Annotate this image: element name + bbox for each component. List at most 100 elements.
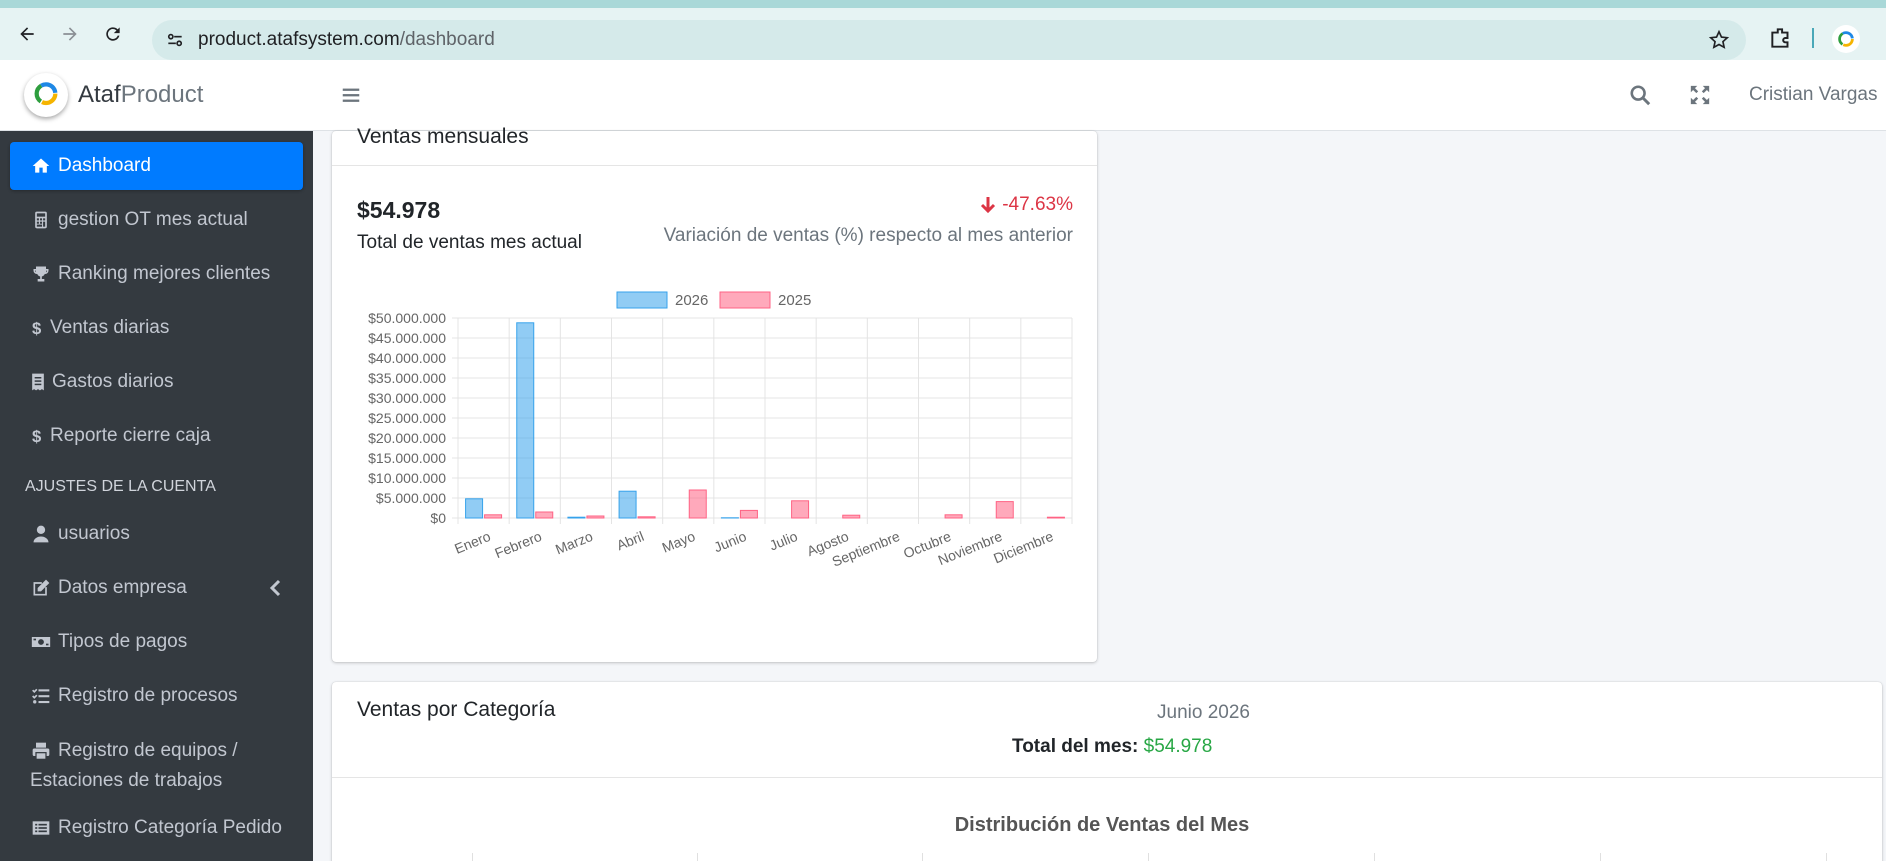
y-tick-label: $30.000.000 (368, 390, 446, 406)
sidebar-item-gestion-ot[interactable]: gestion OT mes actual (10, 196, 303, 244)
legend-label-2025: 2025 (778, 292, 811, 309)
edit-icon (30, 577, 52, 599)
money-icon (30, 631, 52, 653)
sidebar: AtafProduct Dashboard gestion OT mes act… (0, 60, 313, 861)
sidebar-item-label: gestion OT mes actual (58, 209, 248, 230)
bar-2025-julio (791, 500, 810, 519)
sidebar-item-registro-procesos[interactable]: Registro de procesos (10, 672, 303, 720)
y-tick-label: $20.000.000 (368, 430, 446, 446)
user-icon (30, 523, 52, 545)
sidebar-item-tipos-pagos[interactable]: Tipos de pagos (10, 618, 303, 666)
bar-2025-enero (484, 514, 503, 519)
bar-2026-marzo (567, 516, 586, 519)
chart-gridline (1374, 853, 1375, 861)
top-navbar: Cristian Vargas (313, 60, 1886, 131)
y-tick-label: $40.000.000 (368, 350, 446, 366)
url-path: /dashboard (399, 29, 495, 50)
sidebar-item-label: Registro Categoría Pedido (58, 817, 282, 838)
sidebar-item-label: usuarios (58, 523, 130, 544)
x-tick-label: Abril (614, 528, 646, 553)
total-sales-label: Total de ventas mes actual (357, 232, 582, 253)
sidebar-menu: Dashboard gestion OT mes actual Ranking … (0, 131, 313, 852)
tasks-icon (30, 685, 52, 707)
bar-2025-agosto (842, 514, 861, 519)
period-label: Junio 2026 (1157, 702, 1250, 723)
bar-2025-mayo (688, 489, 707, 519)
sidebar-item-dashboard[interactable]: Dashboard (10, 142, 303, 190)
month-total: Total del mes: $54.978 (1012, 736, 1212, 758)
sidebar-item-label: Registro de equipos / Estaciones de traba… (30, 736, 238, 796)
hamburger-menu-icon[interactable] (340, 84, 362, 106)
brand-name: AtafProduct (78, 81, 203, 109)
legend-swatch-2026 (616, 291, 668, 309)
search-icon[interactable] (1629, 84, 1651, 106)
user-name[interactable]: Cristian Vargas (1749, 84, 1878, 105)
sales-variation: -47.63% (980, 194, 1073, 216)
x-tick-label: Julio (767, 528, 800, 554)
brand-link[interactable]: AtafProduct (0, 60, 313, 131)
printer-icon (30, 740, 52, 762)
sidebar-item-registro-equipos[interactable]: Registro de equipos / Estaciones de traba… (10, 726, 303, 798)
y-tick-label: $25.000.000 (368, 410, 446, 426)
sidebar-item-datos-empresa[interactable]: Datos empresa (10, 564, 303, 612)
back-button[interactable] (10, 17, 44, 51)
bar-2026-enero (465, 498, 484, 519)
y-tick-label: $45.000.000 (368, 330, 446, 346)
browser-toolbar: product.atafsystem.com/dashboard (0, 0, 1886, 60)
sidebar-item-gastos-diarios[interactable]: Gastos diarios (10, 358, 303, 406)
y-tick-label: $15.000.000 (368, 450, 446, 466)
svg-text:$: $ (32, 319, 42, 338)
dollar-icon: $ (30, 317, 44, 339)
list-icon (30, 817, 52, 839)
legend-swatch-2025 (719, 291, 771, 309)
reload-icon (106, 27, 120, 41)
chart-gridline (472, 853, 473, 861)
chart-gridline (1600, 853, 1601, 861)
distribution-chart-title: Distribución de Ventas del Mes (954, 814, 1250, 836)
bar-2025-octubre (944, 514, 963, 519)
bookmark-star-icon[interactable] (1708, 29, 1730, 51)
month-total-label: Total del mes: (1012, 736, 1139, 757)
chevron-left-icon[interactable] (269, 579, 283, 597)
x-tick-label: Marzo (553, 528, 595, 557)
monthly-sales-card: Ventas mensuales $54.978 Total de ventas… (332, 125, 1097, 662)
total-sales-value: $54.978 (357, 197, 441, 223)
chart-gridline (922, 853, 923, 861)
forward-button[interactable] (53, 17, 87, 51)
card-divider (332, 165, 1097, 166)
x-tick-label: Junio (712, 528, 749, 555)
y-tick-label: $50.000.000 (368, 310, 446, 326)
bar-2025-abril (637, 516, 656, 519)
profile-avatar[interactable] (1832, 25, 1860, 53)
y-tick-label: $10.000.000 (368, 470, 446, 486)
sidebar-item-registro-categoria[interactable]: Registro Categoría Pedido (10, 804, 303, 852)
sidebar-item-ventas-diarias[interactable]: $ Ventas diarias (10, 304, 303, 352)
card-title: Ventas mensuales (357, 125, 529, 148)
y-tick-label: $5.000.000 (376, 490, 446, 506)
variation-label: Variación de ventas (%) respecto al mes … (663, 225, 1073, 246)
sidebar-item-usuarios[interactable]: usuarios (10, 510, 303, 558)
sidebar-item-label: Tipos de pagos (58, 631, 188, 652)
ataf-logo-icon (34, 82, 58, 106)
svg-text:$: $ (32, 427, 42, 446)
sidebar-item-reporte-cierre[interactable]: $ Reporte cierre caja (10, 412, 303, 460)
bar-2025-marzo (586, 515, 605, 519)
bar-2026-abril (618, 490, 637, 519)
reload-button[interactable] (96, 17, 130, 51)
bar-2026-febrero (516, 322, 535, 519)
address-bar[interactable]: product.atafsystem.com/dashboard (152, 20, 1746, 60)
card-divider (332, 777, 1882, 778)
sidebar-section-header: AJUSTES DE LA CUENTA (25, 478, 216, 495)
chart-gridline (697, 853, 698, 861)
site-settings-icon[interactable] (164, 29, 186, 51)
bar-2025-febrero (535, 511, 554, 519)
trophy-icon (30, 263, 52, 285)
sidebar-item-label-line2: Estaciones de trabajos (30, 770, 223, 791)
brand-name-bold: Ataf (78, 81, 121, 108)
fullscreen-icon[interactable] (1689, 84, 1711, 106)
extensions-icon[interactable] (1768, 25, 1794, 51)
x-tick-label: Diciembre (991, 528, 1056, 567)
url-text[interactable]: product.atafsystem.com/dashboard (198, 29, 495, 51)
sidebar-item-ranking[interactable]: Ranking mejores clientes (10, 250, 303, 298)
brand-logo (24, 73, 68, 117)
